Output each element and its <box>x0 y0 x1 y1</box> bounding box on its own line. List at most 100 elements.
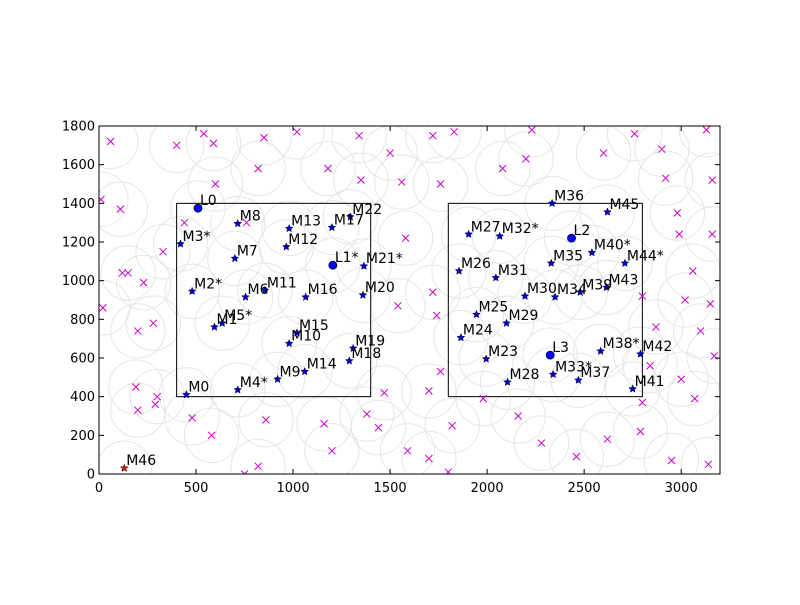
mote-star-marker <box>491 273 501 282</box>
coverage-circle <box>606 126 663 162</box>
cross-marker <box>706 300 715 308</box>
coverage-circle <box>164 390 220 446</box>
coverage-circle <box>490 388 546 444</box>
mote-star-marker <box>464 229 474 239</box>
coverage-circle <box>210 195 266 252</box>
plot-area-frame <box>98 125 721 475</box>
cross-marker <box>151 400 160 409</box>
cross-marker <box>324 164 332 173</box>
axis-ticks: 0 500 1000 1500 2000 2500 3000 0 200 400 600 800 100… <box>62 120 720 496</box>
point-label: M35 <box>553 248 583 264</box>
point-label: M36 <box>554 188 584 204</box>
coverage-circle <box>405 126 461 164</box>
coverage-circle <box>322 189 378 245</box>
cross-marker <box>118 269 127 277</box>
point-label: M45 <box>609 197 639 213</box>
cross-marker <box>99 303 107 312</box>
coverage-circle <box>426 126 482 160</box>
cross-marker <box>652 323 660 331</box>
coverage-circle <box>377 210 434 266</box>
point-label: M24 <box>463 323 493 339</box>
coverage-circle <box>474 140 531 197</box>
coverage-circle <box>164 263 220 319</box>
cross-marker <box>599 149 608 157</box>
y-tick-label: 800 <box>70 313 95 328</box>
mote-star-marker <box>472 309 481 319</box>
coverage-circle <box>448 286 505 343</box>
coverage-circle <box>686 328 720 384</box>
coverage-circle <box>612 326 669 382</box>
point-label: M38* <box>603 336 640 352</box>
point-label: M15 <box>299 318 329 334</box>
coverage-circle <box>684 206 720 262</box>
cross-marker <box>99 195 105 204</box>
cross-marker <box>262 416 270 424</box>
mote-star-marker <box>481 354 491 363</box>
coverage-circle <box>667 370 720 427</box>
cross-marker <box>527 126 536 134</box>
mote-star-marker <box>233 385 243 394</box>
mote-star-marker <box>495 231 505 240</box>
point-label: M20 <box>365 280 395 296</box>
cross-marker <box>572 452 581 461</box>
coverage-circle <box>628 299 684 355</box>
cross-marker <box>188 414 197 422</box>
coverage-circle <box>185 126 242 172</box>
point-label: M12 <box>288 232 318 248</box>
mote-star-marker <box>550 292 560 301</box>
mote-star-marker <box>217 318 227 327</box>
coverage-circle <box>472 208 528 264</box>
coverage-circle <box>125 295 182 351</box>
point-label: M17 <box>334 213 364 229</box>
cross-marker <box>124 269 132 277</box>
coverage-circle <box>522 327 578 383</box>
mote-star-marker <box>358 290 368 299</box>
point-label: M34 <box>557 282 587 298</box>
mote-star-marker <box>628 384 638 393</box>
cross-marker <box>199 129 208 138</box>
y-tick-label: 400 <box>70 390 95 405</box>
cross-marker <box>436 367 445 376</box>
mote-star-marker <box>210 322 219 331</box>
point-label: M27 <box>471 219 501 235</box>
coverage-circle <box>564 224 620 281</box>
point-label: M7 <box>237 243 258 259</box>
y-tick-label: 1400 <box>62 197 95 212</box>
point-label: M6 <box>248 282 269 298</box>
coverage-circle <box>230 438 286 474</box>
mote-star-marker <box>573 375 583 384</box>
leader-points <box>193 203 576 360</box>
mote-star-marker <box>456 333 466 342</box>
mote-star-marker <box>281 242 291 251</box>
point-label: M43 <box>608 272 638 288</box>
mote-star-marker <box>241 292 250 301</box>
x-tick-label: 1500 <box>374 481 407 496</box>
cross-marker <box>133 327 142 335</box>
cross-marker <box>362 410 371 418</box>
point-label: M11 <box>267 275 297 291</box>
coverage-circle <box>210 362 266 418</box>
mote-star-marker <box>260 285 270 295</box>
cross-marker <box>704 460 713 469</box>
coverage-circle <box>269 126 325 160</box>
cross-marker <box>172 141 181 150</box>
coverage-circle <box>649 185 705 241</box>
leader-dot-marker <box>545 350 555 360</box>
cross-marker <box>657 145 666 154</box>
mote-star-marker <box>348 343 358 353</box>
y-tick-label: 600 <box>70 352 95 367</box>
cross-marker <box>646 361 654 370</box>
mote-star-marker <box>284 223 294 233</box>
cross-marker <box>320 419 328 428</box>
y-tick-label: 200 <box>70 429 95 444</box>
coverage-circle <box>578 259 635 316</box>
cross-marker <box>374 423 383 432</box>
point-label: L0 <box>200 193 217 209</box>
point-label: L2 <box>574 223 591 239</box>
cross-marker <box>444 468 453 474</box>
cluster-region <box>447 202 643 398</box>
point-label: L3 <box>552 340 569 356</box>
coverage-circle <box>249 351 306 407</box>
mote-star-marker <box>300 366 310 376</box>
coverage-circle <box>110 303 166 359</box>
